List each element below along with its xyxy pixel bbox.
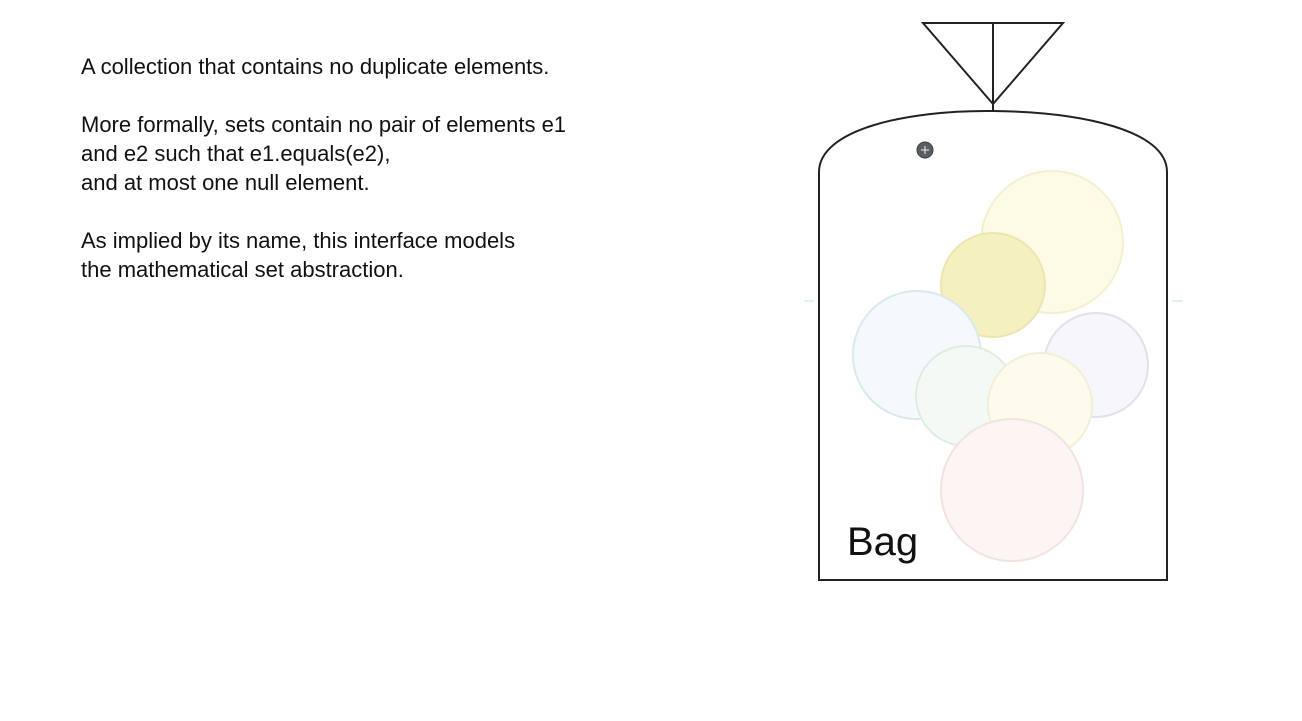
description-line: the mathematical set abstraction. [81,257,404,282]
description-line: and e2 such that e1.equals(e2), [81,141,391,166]
description-line: and at most one null element. [81,170,370,195]
description-paragraph-2: More formally, sets contain no pair of e… [81,110,681,197]
description-line: A collection that contains no duplicate … [81,54,550,79]
description-paragraph-3: As implied by its name, this interface m… [81,226,681,284]
drag-handle-icon[interactable] [916,141,934,159]
ball[interactable] [940,232,1046,338]
bag-label: Bag [847,520,919,564]
bag-hanger [920,22,1066,111]
description-line: More formally, sets contain no pair of e… [81,112,567,137]
bag-balls [852,170,1149,562]
set-description: A collection that contains no duplicate … [81,52,681,313]
ball[interactable] [940,418,1084,562]
description-paragraph-1: A collection that contains no duplicate … [81,52,681,81]
description-line: As implied by its name, this interface m… [81,228,516,253]
